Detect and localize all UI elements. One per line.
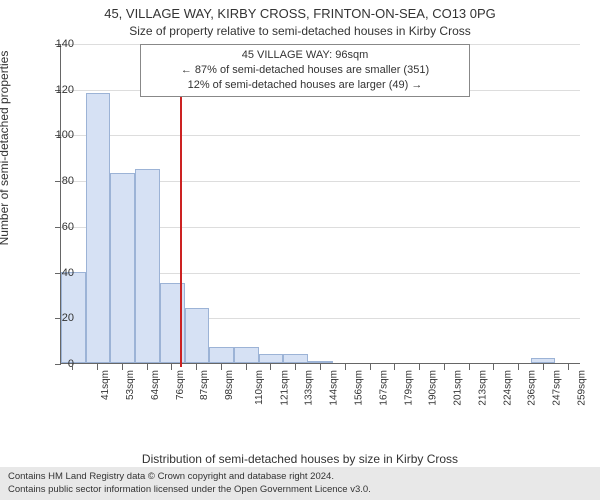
x-tick-label: 259sqm bbox=[576, 370, 587, 406]
x-tick-label: 53sqm bbox=[125, 370, 136, 400]
x-tick-label: 224sqm bbox=[502, 370, 513, 406]
footer-line-1: Contains HM Land Registry data © Crown c… bbox=[8, 471, 592, 483]
chart-area: Number of semi-detached properties 02040… bbox=[0, 36, 600, 466]
x-tick-label: 179sqm bbox=[403, 370, 414, 406]
bar bbox=[135, 169, 160, 363]
x-tick-label: 41sqm bbox=[100, 370, 111, 400]
annotation-line-3: 12% of semi-detached houses are larger (… bbox=[145, 78, 465, 93]
x-tick bbox=[171, 364, 172, 370]
bar bbox=[209, 347, 234, 363]
x-tick bbox=[518, 364, 519, 370]
x-tick bbox=[444, 364, 445, 370]
y-tick-label: 80 bbox=[44, 175, 74, 187]
y-tick-label: 120 bbox=[44, 84, 74, 96]
x-tick-label: 98sqm bbox=[224, 370, 235, 400]
x-tick bbox=[196, 364, 197, 370]
x-tick-label: 121sqm bbox=[279, 370, 290, 406]
x-tick bbox=[246, 364, 247, 370]
x-tick-row: 41sqm 53sqm 64sqm 76sqm 87sqm 98sqm 110sqm 121s… bbox=[60, 364, 580, 444]
bar-slot bbox=[531, 44, 556, 363]
x-tick-label: 133sqm bbox=[304, 370, 315, 406]
x-tick-label: 247sqm bbox=[552, 370, 563, 406]
y-tick-label: 40 bbox=[44, 267, 74, 279]
x-tick-label: 144sqm bbox=[329, 370, 340, 406]
bar-slot bbox=[555, 44, 580, 363]
bar-slot bbox=[481, 44, 506, 363]
x-tick-label: 213sqm bbox=[477, 370, 488, 406]
x-tick-label: 236sqm bbox=[527, 370, 538, 406]
y-tick-label: 20 bbox=[44, 312, 74, 324]
x-tick bbox=[295, 364, 296, 370]
x-tick-label: 156sqm bbox=[354, 370, 365, 406]
y-tick-label: 60 bbox=[44, 221, 74, 233]
x-tick bbox=[270, 364, 271, 370]
x-tick-label: 76sqm bbox=[175, 370, 186, 400]
x-tick bbox=[221, 364, 222, 370]
x-tick-label: 64sqm bbox=[150, 370, 161, 400]
bar bbox=[86, 93, 111, 363]
x-tick-label: 190sqm bbox=[428, 370, 439, 406]
footer: Contains HM Land Registry data © Crown c… bbox=[0, 467, 600, 500]
x-tick bbox=[122, 364, 123, 370]
bar bbox=[283, 354, 308, 363]
bar bbox=[531, 358, 556, 363]
x-tick-label: 201sqm bbox=[453, 370, 464, 406]
x-tick bbox=[97, 364, 98, 370]
x-tick bbox=[147, 364, 148, 370]
bar-slot bbox=[506, 44, 531, 363]
bar bbox=[234, 347, 259, 363]
x-tick bbox=[370, 364, 371, 370]
x-tick bbox=[493, 364, 494, 370]
x-axis-label: Distribution of semi-detached houses by … bbox=[0, 452, 600, 466]
x-tick bbox=[568, 364, 569, 370]
y-tick-label: 100 bbox=[44, 129, 74, 141]
bar bbox=[259, 354, 284, 363]
annotation-line-1: 45 VILLAGE WAY: 96sqm bbox=[145, 48, 465, 63]
footer-line-2: Contains public sector information licen… bbox=[8, 484, 592, 496]
annotation-line-2: ← 87% of semi-detached houses are smalle… bbox=[145, 63, 465, 78]
bar bbox=[185, 308, 210, 363]
chart-title: 45, VILLAGE WAY, KIRBY CROSS, FRINTON-ON… bbox=[0, 0, 600, 22]
bar-slot bbox=[86, 44, 111, 363]
x-tick bbox=[345, 364, 346, 370]
x-tick bbox=[419, 364, 420, 370]
y-tick-label: 140 bbox=[44, 38, 74, 50]
x-tick-label: 87sqm bbox=[199, 370, 210, 400]
x-tick bbox=[72, 364, 73, 370]
x-tick bbox=[394, 364, 395, 370]
x-tick bbox=[320, 364, 321, 370]
bar bbox=[308, 361, 333, 363]
chart-container: 45, VILLAGE WAY, KIRBY CROSS, FRINTON-ON… bbox=[0, 0, 600, 500]
x-tick bbox=[543, 364, 544, 370]
annotation-box: 45 VILLAGE WAY: 96sqm ← 87% of semi-deta… bbox=[140, 44, 470, 97]
y-axis-label: Number of semi-detached properties bbox=[0, 51, 11, 246]
bar-slot bbox=[110, 44, 135, 363]
x-tick-label: 110sqm bbox=[254, 370, 265, 405]
bar bbox=[110, 173, 135, 363]
x-tick bbox=[469, 364, 470, 370]
x-tick-label: 167sqm bbox=[378, 370, 389, 406]
